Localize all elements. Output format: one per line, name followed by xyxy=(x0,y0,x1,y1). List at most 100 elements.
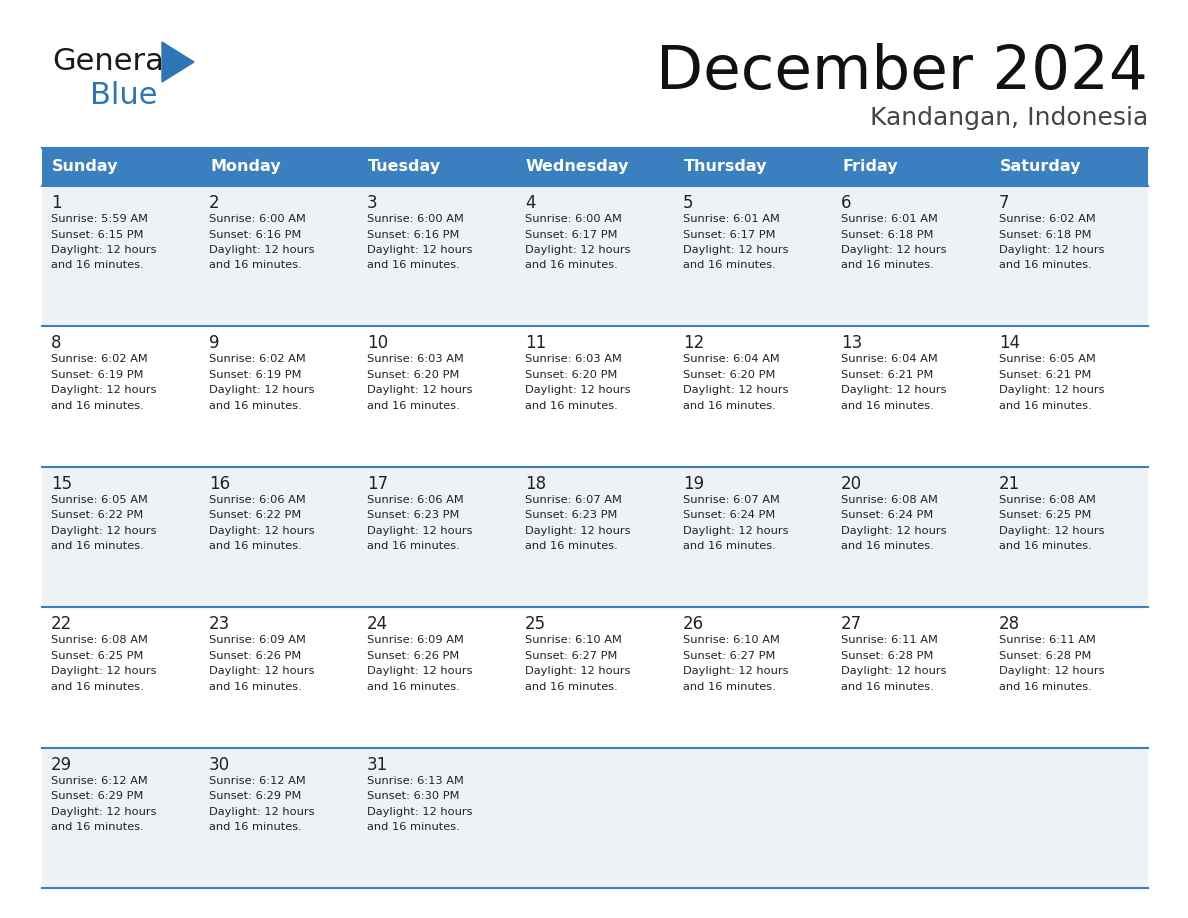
Text: Sunset: 6:25 PM: Sunset: 6:25 PM xyxy=(51,651,144,661)
Text: Sunrise: 6:11 AM: Sunrise: 6:11 AM xyxy=(999,635,1095,645)
Text: Sunset: 6:20 PM: Sunset: 6:20 PM xyxy=(525,370,618,380)
Text: December 2024: December 2024 xyxy=(656,42,1148,102)
Text: Sunrise: 6:08 AM: Sunrise: 6:08 AM xyxy=(51,635,147,645)
Text: 17: 17 xyxy=(367,475,388,493)
Text: Sunrise: 6:04 AM: Sunrise: 6:04 AM xyxy=(683,354,779,364)
Text: 8: 8 xyxy=(51,334,62,353)
Text: and 16 minutes.: and 16 minutes. xyxy=(367,823,460,832)
Text: Daylight: 12 hours: Daylight: 12 hours xyxy=(999,526,1105,536)
Text: Daylight: 12 hours: Daylight: 12 hours xyxy=(525,666,631,677)
Text: Daylight: 12 hours: Daylight: 12 hours xyxy=(841,245,947,255)
Text: Sunrise: 6:09 AM: Sunrise: 6:09 AM xyxy=(209,635,305,645)
Text: 9: 9 xyxy=(209,334,220,353)
Text: Daylight: 12 hours: Daylight: 12 hours xyxy=(51,386,157,396)
Text: 1: 1 xyxy=(51,194,62,212)
Text: and 16 minutes.: and 16 minutes. xyxy=(367,682,460,691)
Text: Daylight: 12 hours: Daylight: 12 hours xyxy=(209,386,315,396)
Text: Sunrise: 6:12 AM: Sunrise: 6:12 AM xyxy=(209,776,305,786)
Text: Sunset: 6:30 PM: Sunset: 6:30 PM xyxy=(367,791,460,801)
Text: Sunset: 6:21 PM: Sunset: 6:21 PM xyxy=(841,370,934,380)
Text: Sunset: 6:24 PM: Sunset: 6:24 PM xyxy=(841,510,934,521)
Text: Sunset: 6:15 PM: Sunset: 6:15 PM xyxy=(51,230,144,240)
Text: Daylight: 12 hours: Daylight: 12 hours xyxy=(209,526,315,536)
Text: and 16 minutes.: and 16 minutes. xyxy=(999,261,1092,271)
Text: and 16 minutes.: and 16 minutes. xyxy=(51,401,144,411)
Text: 20: 20 xyxy=(841,475,862,493)
Text: Sunset: 6:23 PM: Sunset: 6:23 PM xyxy=(525,510,618,521)
Text: Daylight: 12 hours: Daylight: 12 hours xyxy=(51,666,157,677)
Text: Sunrise: 6:03 AM: Sunrise: 6:03 AM xyxy=(367,354,463,364)
Text: Sunrise: 6:09 AM: Sunrise: 6:09 AM xyxy=(367,635,463,645)
Text: 4: 4 xyxy=(525,194,536,212)
Text: and 16 minutes.: and 16 minutes. xyxy=(525,401,618,411)
Text: Sunset: 6:29 PM: Sunset: 6:29 PM xyxy=(51,791,144,801)
Text: 27: 27 xyxy=(841,615,862,633)
Bar xyxy=(42,148,200,186)
Text: Sunrise: 6:00 AM: Sunrise: 6:00 AM xyxy=(209,214,305,224)
Text: Sunrise: 6:13 AM: Sunrise: 6:13 AM xyxy=(367,776,463,786)
Text: Tuesday: Tuesday xyxy=(368,160,441,174)
Bar xyxy=(990,148,1148,186)
Text: and 16 minutes.: and 16 minutes. xyxy=(683,261,776,271)
Text: Daylight: 12 hours: Daylight: 12 hours xyxy=(841,526,947,536)
Text: Sunset: 6:29 PM: Sunset: 6:29 PM xyxy=(209,791,302,801)
Text: Daylight: 12 hours: Daylight: 12 hours xyxy=(51,245,157,255)
Text: Sunrise: 6:02 AM: Sunrise: 6:02 AM xyxy=(209,354,305,364)
Text: 19: 19 xyxy=(683,475,704,493)
Text: Sunset: 6:19 PM: Sunset: 6:19 PM xyxy=(209,370,302,380)
Text: and 16 minutes.: and 16 minutes. xyxy=(999,682,1092,691)
Text: Sunrise: 6:05 AM: Sunrise: 6:05 AM xyxy=(51,495,147,505)
Text: Daylight: 12 hours: Daylight: 12 hours xyxy=(683,245,789,255)
Bar xyxy=(674,148,832,186)
Text: Monday: Monday xyxy=(210,160,280,174)
Text: Daylight: 12 hours: Daylight: 12 hours xyxy=(367,245,473,255)
Text: 23: 23 xyxy=(209,615,230,633)
Text: Sunset: 6:28 PM: Sunset: 6:28 PM xyxy=(841,651,934,661)
Text: and 16 minutes.: and 16 minutes. xyxy=(525,542,618,552)
Text: Blue: Blue xyxy=(90,81,158,109)
Text: and 16 minutes.: and 16 minutes. xyxy=(209,682,302,691)
Text: 18: 18 xyxy=(525,475,546,493)
Text: Sunset: 6:21 PM: Sunset: 6:21 PM xyxy=(999,370,1092,380)
Text: and 16 minutes.: and 16 minutes. xyxy=(525,261,618,271)
Text: Sunset: 6:28 PM: Sunset: 6:28 PM xyxy=(999,651,1092,661)
Bar xyxy=(358,148,516,186)
Bar xyxy=(832,148,990,186)
Text: 26: 26 xyxy=(683,615,704,633)
Text: Daylight: 12 hours: Daylight: 12 hours xyxy=(367,666,473,677)
Text: Sunset: 6:24 PM: Sunset: 6:24 PM xyxy=(683,510,776,521)
Text: and 16 minutes.: and 16 minutes. xyxy=(841,261,934,271)
Text: and 16 minutes.: and 16 minutes. xyxy=(367,261,460,271)
Text: Sunrise: 6:08 AM: Sunrise: 6:08 AM xyxy=(841,495,937,505)
Text: and 16 minutes.: and 16 minutes. xyxy=(841,682,934,691)
Text: Daylight: 12 hours: Daylight: 12 hours xyxy=(367,386,473,396)
Text: and 16 minutes.: and 16 minutes. xyxy=(999,542,1092,552)
Text: Sunset: 6:26 PM: Sunset: 6:26 PM xyxy=(209,651,302,661)
Text: Sunrise: 6:07 AM: Sunrise: 6:07 AM xyxy=(525,495,621,505)
Text: Sunset: 6:20 PM: Sunset: 6:20 PM xyxy=(683,370,776,380)
Text: Sunrise: 6:02 AM: Sunrise: 6:02 AM xyxy=(51,354,147,364)
Text: and 16 minutes.: and 16 minutes. xyxy=(209,401,302,411)
Text: Sunrise: 6:07 AM: Sunrise: 6:07 AM xyxy=(683,495,779,505)
Text: and 16 minutes.: and 16 minutes. xyxy=(525,682,618,691)
Text: Sunset: 6:22 PM: Sunset: 6:22 PM xyxy=(209,510,302,521)
Text: 21: 21 xyxy=(999,475,1020,493)
Text: Sunrise: 6:00 AM: Sunrise: 6:00 AM xyxy=(367,214,463,224)
Text: General: General xyxy=(52,48,172,76)
Text: Sunrise: 6:01 AM: Sunrise: 6:01 AM xyxy=(683,214,779,224)
Text: Sunday: Sunday xyxy=(52,160,119,174)
Text: 5: 5 xyxy=(683,194,694,212)
Text: Sunset: 6:27 PM: Sunset: 6:27 PM xyxy=(525,651,618,661)
Bar xyxy=(516,148,674,186)
Text: and 16 minutes.: and 16 minutes. xyxy=(841,542,934,552)
Text: and 16 minutes.: and 16 minutes. xyxy=(999,401,1092,411)
Text: 2: 2 xyxy=(209,194,220,212)
Text: Daylight: 12 hours: Daylight: 12 hours xyxy=(841,666,947,677)
Text: Sunset: 6:17 PM: Sunset: 6:17 PM xyxy=(683,230,776,240)
Text: Sunset: 6:19 PM: Sunset: 6:19 PM xyxy=(51,370,144,380)
Text: Sunset: 6:17 PM: Sunset: 6:17 PM xyxy=(525,230,618,240)
Text: Sunset: 6:18 PM: Sunset: 6:18 PM xyxy=(999,230,1092,240)
Text: Sunrise: 6:10 AM: Sunrise: 6:10 AM xyxy=(525,635,621,645)
Text: Sunset: 6:23 PM: Sunset: 6:23 PM xyxy=(367,510,460,521)
Text: 31: 31 xyxy=(367,756,388,774)
